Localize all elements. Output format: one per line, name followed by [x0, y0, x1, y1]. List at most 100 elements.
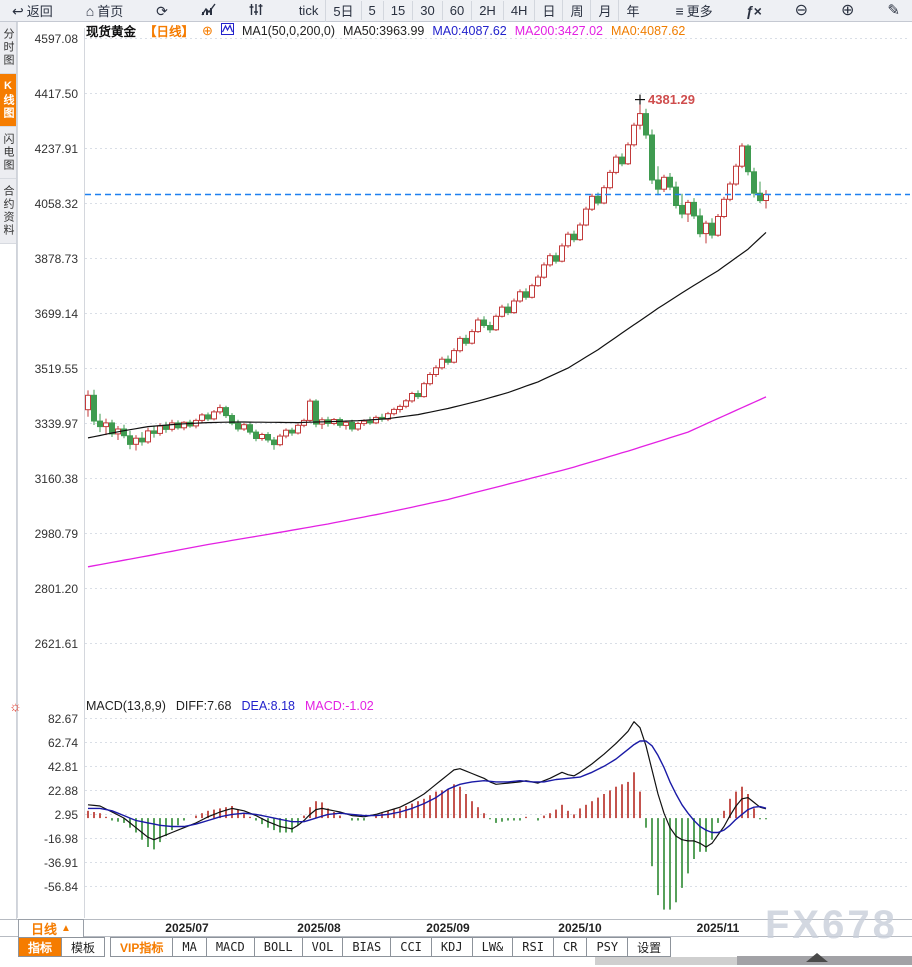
tab-设置[interactable]: 设置: [628, 937, 672, 957]
back-label: 返回: [26, 4, 53, 19]
tab-LW&[interactable]: LW&: [472, 937, 514, 957]
pencil-icon: ✎: [887, 2, 900, 19]
price-axis-tick: 4237.91: [34, 141, 78, 156]
timeframe-5m[interactable]: 5: [360, 1, 383, 20]
add-compare-icon[interactable]: ⊕: [202, 22, 213, 38]
price-axis-tick: 2980.79: [34, 526, 78, 541]
month-label: 2025/08: [297, 921, 341, 935]
price-axis-tick: 3878.73: [34, 251, 78, 266]
refresh-icon: ⟳: [156, 2, 168, 19]
tab-CR[interactable]: CR: [553, 937, 588, 957]
tab-MA[interactable]: MA: [173, 937, 207, 957]
scrollbar-arrow-icon[interactable]: [806, 953, 828, 962]
macd-axis-tick: 62.74: [47, 735, 78, 750]
ma-settings-label: MA1(50,0,200,0): [241, 23, 336, 38]
tab-VIP指标[interactable]: VIP指标: [110, 937, 174, 957]
more-button[interactable]: ≡ 更多: [671, 1, 716, 20]
draw-button[interactable]: ✎: [883, 3, 904, 18]
chart-mode-sidebar: 分时图 K线图 闪电图 合约资料: [0, 22, 17, 919]
timeframe-dropdown[interactable]: 日线 ▲: [18, 919, 84, 938]
price-axis-tick: 3699.14: [34, 306, 78, 321]
macd-axis-tick: -36.91: [43, 855, 78, 870]
diff-value: DIFF:7.68: [175, 699, 232, 713]
sidebar-item-3[interactable]: 合约资料: [0, 179, 16, 244]
home-icon: ⌂: [85, 2, 95, 19]
ma200-value: MA200:3427.02: [514, 23, 603, 38]
dea-value: DEA:8.18: [241, 699, 295, 713]
tab-模板[interactable]: 模板: [62, 937, 106, 957]
macd-axis-tick: 42.81: [47, 759, 78, 774]
top-toolbar: ↩ 返回 ⌂ 首页 ⟳ tick 5日 5 15 30 60 2H: [0, 0, 912, 22]
sidebar-item-1[interactable]: K线图: [0, 74, 16, 127]
timeframe-group: tick 5日 5 15 30 60 2H 4H 日 周 月 年: [292, 0, 647, 22]
tab-CCI[interactable]: CCI: [391, 937, 432, 957]
indicator-sun-icon[interactable]: ☼: [9, 698, 22, 714]
price-axis-tick: 3160.38: [34, 471, 78, 486]
tab-RSI[interactable]: RSI: [513, 937, 554, 957]
tab-VOL[interactable]: VOL: [302, 937, 344, 957]
zoom-in-button[interactable]: ⊕: [837, 1, 858, 19]
price-axis-tick: 2621.61: [34, 636, 78, 651]
price-axis-tick: 4597.08: [34, 31, 78, 46]
month-label: 2025/11: [696, 921, 740, 935]
more-label: 更多: [686, 4, 713, 19]
symbol-name: 现货黄金: [86, 25, 137, 39]
timeframe-day[interactable]: 日: [534, 0, 562, 22]
zoom-out-button[interactable]: ⊖: [791, 1, 812, 19]
home-label: 首页: [97, 4, 124, 19]
tab-KDJ[interactable]: KDJ: [431, 937, 473, 957]
tab-BOLL[interactable]: BOLL: [254, 937, 303, 957]
tab-MACD[interactable]: MACD: [206, 937, 255, 957]
price-axis-tick: 4417.50: [34, 86, 78, 101]
zoom-out-icon: ⊖: [794, 1, 808, 19]
zoom-in-icon: ⊕: [840, 1, 855, 19]
dropdown-arrow-icon: ▲: [61, 923, 71, 934]
symbol-header: 现货黄金 【日线】 ⊕ MA1(50,0,200,0) MA50:3963.99…: [86, 22, 685, 40]
timeframe-year[interactable]: 年: [618, 0, 646, 22]
fx-indicator-button[interactable]: ƒ×: [742, 4, 766, 18]
timeframe-5d[interactable]: 5日: [325, 0, 360, 22]
back-button[interactable]: ↩ 返回: [8, 1, 57, 20]
price-axis-tick: 4058.32: [34, 196, 78, 211]
tab-指标[interactable]: 指标: [18, 937, 63, 957]
fx-icon: ƒ×: [745, 2, 762, 19]
timeframe-4h[interactable]: 4H: [502, 1, 535, 20]
timeframe-week[interactable]: 周: [562, 0, 590, 22]
month-label: 2025/09: [426, 921, 470, 935]
indicator-settings-button[interactable]: [245, 3, 267, 18]
tab-PSY[interactable]: PSY: [587, 937, 629, 957]
timeframe-30m[interactable]: 30: [412, 1, 441, 20]
macd-params: MACD(13,8,9): [86, 699, 166, 713]
macd-axis-tick: -56.84: [43, 879, 78, 894]
macd-value: MACD:-1.02: [304, 699, 374, 713]
home-button[interactable]: ⌂ 首页: [82, 1, 127, 20]
indicator-tab-bar: 指标 模板 VIP指标 MA MACD BOLL VOL BIAS CCI KDJ LW& RSI CR…: [18, 937, 672, 957]
tab-BIAS[interactable]: BIAS: [343, 937, 392, 957]
timeframe-60m[interactable]: 60: [441, 1, 471, 20]
timeframe-tick[interactable]: tick: [298, 3, 319, 18]
sidebar-item-2[interactable]: 闪电图: [0, 127, 16, 179]
month-label: 2025/07: [165, 921, 209, 935]
chart-type-button[interactable]: [197, 3, 220, 18]
price-axis-tick: 3519.55: [34, 361, 78, 376]
timeframe-dropdown-label: 日线: [31, 922, 58, 937]
price-axis-tick: 3339.97: [34, 416, 78, 431]
refresh-button[interactable]: ⟳: [152, 4, 172, 18]
macd-axis-tick: 82.67: [47, 711, 78, 726]
menu-icon: ≡: [675, 2, 684, 19]
timeframe-2h[interactable]: 2H: [471, 1, 503, 20]
period-tag: 【日线】: [144, 25, 195, 39]
ma0-blue-value: MA0:4087.62: [432, 23, 507, 38]
brand-watermark: FX678: [765, 903, 898, 947]
back-icon: ↩: [12, 2, 24, 19]
macd-header: MACD(13,8,9) DIFF:7.68 DEA:8.18 MACD:-1.…: [86, 699, 374, 713]
macd-axis-tick: 2.95: [54, 807, 78, 822]
month-label: 2025/10: [558, 921, 602, 935]
timeframe-15m[interactable]: 15: [382, 1, 412, 20]
peak-price-label: 4381.29: [648, 91, 695, 107]
timeframe-month[interactable]: 月: [590, 0, 618, 22]
price-axis-tick: 2801.20: [34, 581, 78, 596]
sidebar-item-0[interactable]: 分时图: [0, 22, 16, 74]
